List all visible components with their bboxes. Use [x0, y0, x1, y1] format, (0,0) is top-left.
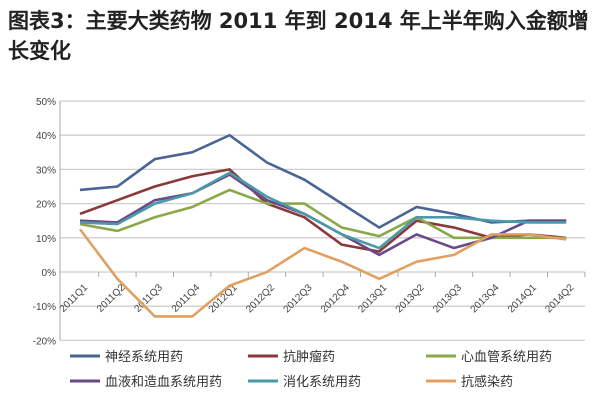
x-tick-label: 2011Q2 — [95, 282, 128, 315]
y-tick-label: 20% — [36, 200, 56, 211]
series-line — [78, 228, 567, 318]
y-tick-label: 40% — [36, 131, 56, 142]
series-line — [79, 171, 567, 250]
y-tick-label: 50% — [36, 97, 56, 108]
series-line — [79, 133, 567, 230]
y-tick-label: -20% — [33, 336, 56, 347]
legend-label: 心血管系统用药 — [461, 350, 552, 365]
chart-title: 图表3：主要大类药物 2011 年到 2014 年上半年购入金额增长变化 — [8, 9, 589, 63]
y-tick-label: 10% — [36, 234, 56, 245]
y-tick-label: -10% — [33, 302, 56, 313]
legend-label: 消化系统用药 — [283, 375, 361, 390]
y-tick-label: 0% — [42, 268, 57, 279]
x-tick-label: 2014Q2 — [543, 282, 576, 315]
x-tick-label: 2013Q3 — [431, 282, 464, 315]
x-tick-label: 2013Q1 — [356, 282, 389, 315]
legend-label: 抗感染药 — [461, 374, 513, 390]
x-tick-label: 2013Q4 — [469, 282, 502, 315]
x-tick-label: 2011Q1 — [58, 282, 91, 315]
x-tick-label: 2012Q4 — [319, 282, 352, 315]
x-tick-label: 2012Q2 — [244, 282, 277, 315]
legend-label: 血液和造血系统用药 — [105, 375, 222, 390]
legend-label: 神经系统用药 — [105, 350, 183, 365]
x-tick-label: 2012Q3 — [282, 282, 315, 315]
series-line — [79, 168, 567, 253]
x-tick-label: 2012Q1 — [207, 282, 240, 315]
x-tick-label: 2011Q4 — [170, 282, 203, 315]
y-tick-label: 30% — [36, 165, 56, 176]
x-tick-label: 2014Q1 — [506, 282, 539, 315]
legend-label: 抗肿瘤药 — [283, 349, 335, 365]
x-tick-label: 2013Q2 — [394, 282, 427, 315]
